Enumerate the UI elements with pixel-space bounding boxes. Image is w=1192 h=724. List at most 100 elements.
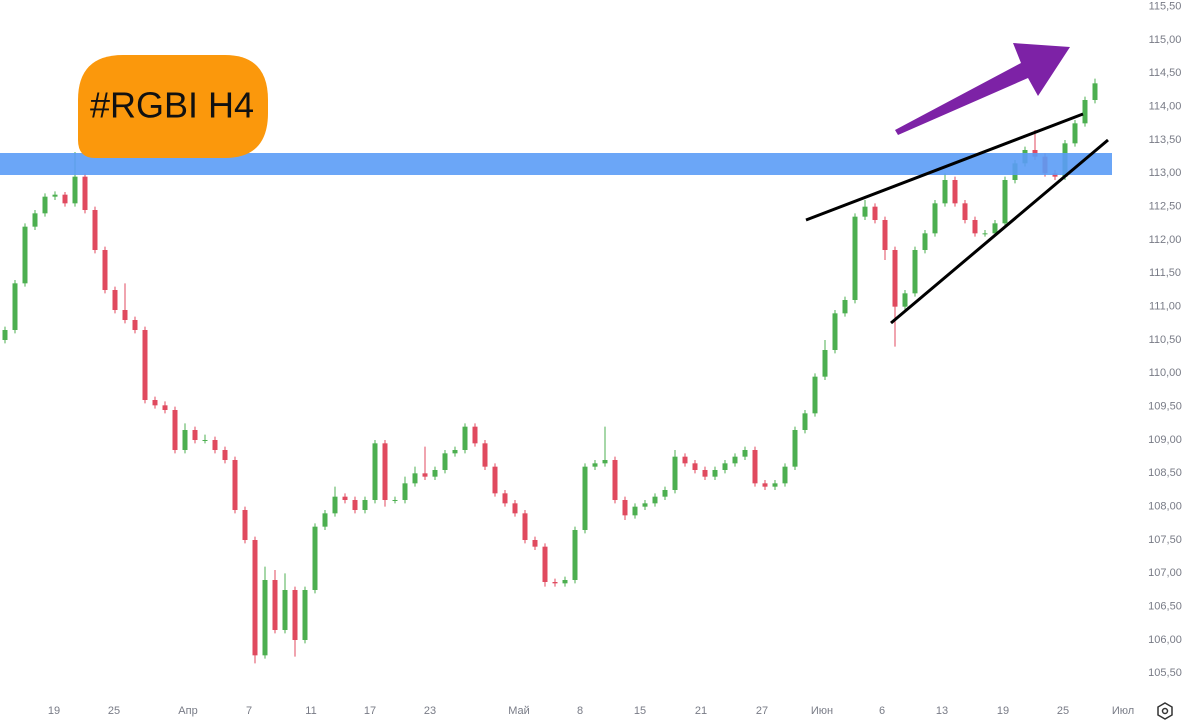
candle-body	[982, 233, 988, 235]
candle-body	[772, 483, 778, 487]
candle-body	[702, 470, 708, 477]
candle-body	[692, 463, 698, 470]
candle-body	[192, 430, 198, 440]
candle-body	[942, 180, 948, 204]
candle-body	[682, 456, 688, 464]
x-tick-label: 7	[246, 705, 252, 717]
y-tick-label: 115,50	[1149, 1, 1182, 13]
candle-body	[182, 430, 188, 450]
candle-body	[552, 582, 558, 584]
candle-body	[1092, 83, 1098, 100]
candle-body	[362, 500, 368, 510]
x-tick-label: 8	[577, 705, 583, 717]
candle-body	[732, 456, 738, 464]
label-box	[78, 55, 268, 158]
candle-body	[402, 483, 408, 500]
candle-body	[802, 413, 808, 430]
candle-body	[742, 450, 748, 457]
chart-title: #RGBI H4	[90, 85, 254, 126]
candle-body	[232, 460, 238, 510]
candle-body	[782, 466, 788, 484]
candle-body	[522, 513, 528, 540]
candle-body	[952, 180, 958, 204]
candle-body	[432, 470, 438, 477]
candle-body	[122, 310, 128, 320]
candle-body	[222, 450, 228, 460]
dot[interactable]	[1161, 707, 1169, 715]
y-tick-label: 110,50	[1149, 334, 1182, 346]
candle-body	[532, 540, 538, 547]
candle-body	[52, 194, 58, 197]
y-tick-label: 114,50	[1149, 67, 1182, 79]
candle-body	[622, 500, 628, 516]
candle-body	[142, 330, 148, 400]
candle-body	[1082, 100, 1088, 124]
settings-icon[interactable]	[1157, 702, 1173, 720]
candle-body	[642, 503, 648, 507]
candle-body	[392, 500, 398, 501]
x-tick-label: Июл	[1112, 705, 1134, 717]
y-tick-label: 109,50	[1148, 401, 1182, 413]
candle-body	[422, 473, 428, 477]
candle-body	[832, 313, 838, 350]
candle-body	[562, 580, 568, 584]
candle-body	[242, 510, 248, 540]
candle-body	[302, 590, 308, 640]
candle-body	[212, 440, 218, 450]
candle-body	[82, 176, 88, 210]
candle-body	[132, 320, 138, 330]
candle-body	[282, 590, 288, 630]
y-tick-label: 115,00	[1149, 34, 1182, 46]
y-tick-label: 108,00	[1148, 501, 1182, 513]
candle-body	[12, 283, 18, 330]
candle-body	[972, 220, 978, 234]
x-tick-label: 17	[364, 705, 376, 717]
x-tick-label: Апр	[178, 705, 197, 717]
candle-body	[22, 226, 28, 284]
resistance-zone	[0, 153, 1112, 175]
candle-body	[262, 580, 268, 656]
candle-body	[1002, 180, 1008, 224]
candle-body	[812, 376, 818, 414]
x-tick-label: 25	[108, 705, 120, 717]
y-tick-label: 105,50	[1148, 667, 1182, 679]
candle-body	[592, 463, 598, 467]
candle-body	[482, 443, 488, 467]
candle-body	[452, 450, 458, 454]
y-tick-label: 109,00	[1148, 434, 1182, 446]
x-tick-label: 13	[936, 705, 948, 717]
candle-body	[862, 206, 868, 217]
y-tick-label: 112,00	[1149, 234, 1182, 246]
candle-body	[2, 330, 8, 340]
candle-body	[162, 405, 168, 410]
candle-body	[372, 443, 378, 500]
y-tick-label: 106,50	[1148, 601, 1182, 613]
y-tick-label: 107,00	[1148, 567, 1182, 579]
x-tick-label: 21	[695, 705, 707, 717]
x-tick-label: 23	[424, 705, 436, 717]
candle-body	[382, 443, 388, 500]
hexagon[interactable]	[1157, 702, 1173, 720]
x-tick-label: 15	[634, 705, 646, 717]
candle-body	[62, 194, 68, 204]
candle-body	[1072, 123, 1078, 144]
candle-body	[792, 430, 798, 467]
candle-body	[492, 466, 498, 494]
candle-body	[292, 590, 298, 640]
candle-body	[992, 223, 998, 234]
y-tick-label: 107,50	[1148, 534, 1182, 546]
candle-body	[722, 463, 728, 470]
candle-body	[932, 203, 938, 234]
x-tick-label: Май	[508, 705, 530, 717]
candle-body	[412, 473, 418, 484]
candle-body	[172, 410, 178, 450]
candle-body	[542, 546, 548, 582]
y-tick-label: 106,00	[1148, 634, 1182, 646]
candle-body	[712, 470, 718, 477]
y-tick-label: 114,00	[1149, 101, 1182, 113]
candle-body	[442, 453, 448, 470]
candle-body	[342, 496, 348, 500]
x-tick-label: 19	[48, 705, 60, 717]
x-tick-label: 6	[879, 705, 885, 717]
